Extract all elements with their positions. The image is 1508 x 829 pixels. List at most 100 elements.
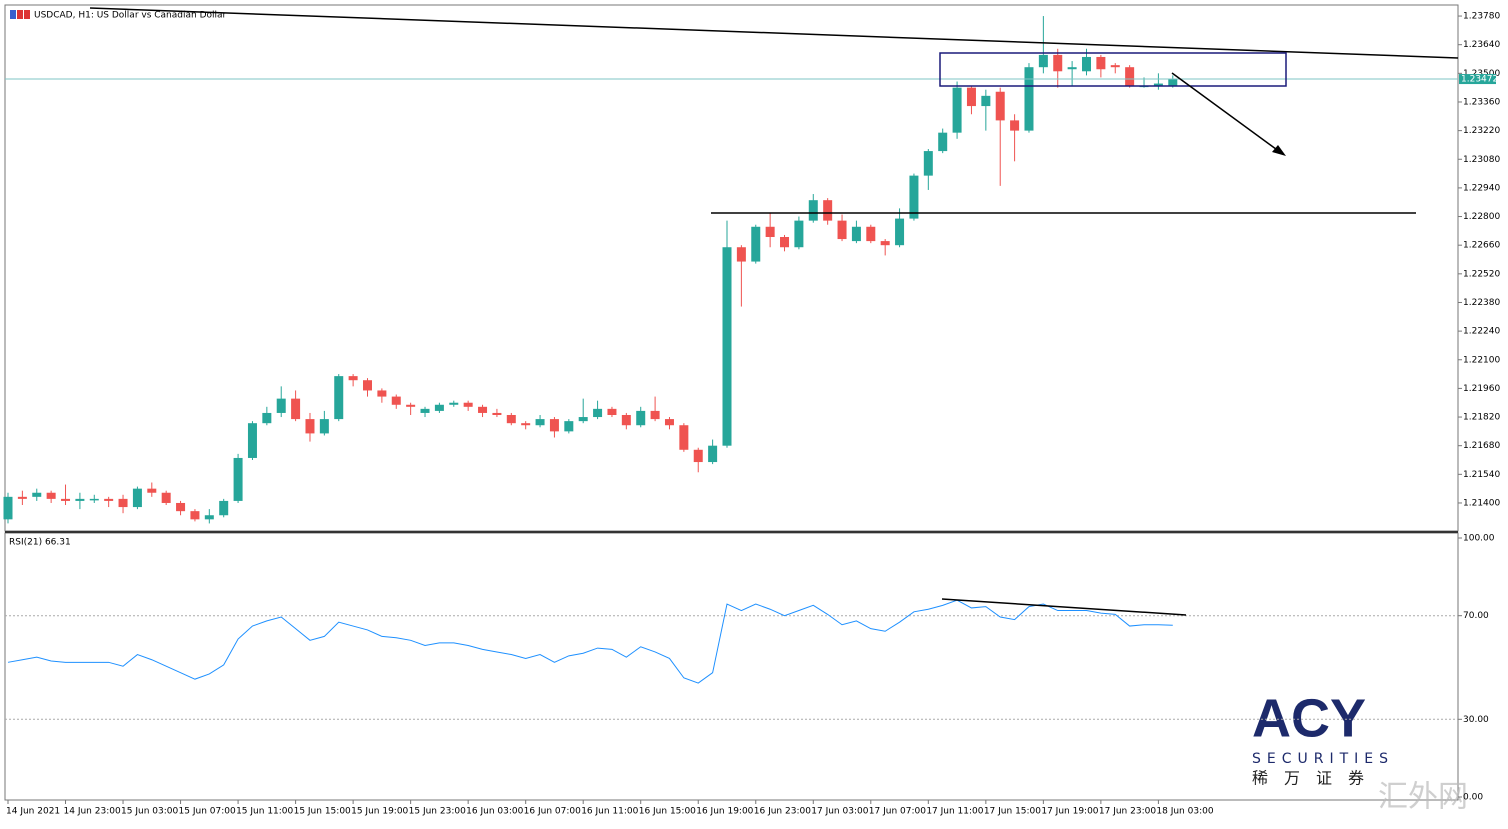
- y-tick-label: 1.22940: [1463, 183, 1500, 193]
- x-tick-label: 15 Jun 03:00: [121, 807, 178, 817]
- candle-body: [463, 402, 473, 407]
- candle-body: [521, 423, 531, 426]
- candle-body: [434, 404, 444, 411]
- watermark: 汇外网: [1378, 780, 1468, 815]
- y-tick-label: 30.00: [1463, 715, 1489, 725]
- plot: 1.23780 1.23640 1.23500 1.23360 1.23220 1.230…: [3, 12, 1500, 817]
- current-price-label: 1.23472: [1461, 75, 1498, 85]
- candle-body: [679, 425, 689, 450]
- chart-title: USDCAD, H1: US Dollar vs Canadian Dollar: [34, 11, 227, 21]
- candle-body: [17, 496, 27, 499]
- x-tick-label: 17 Jun 03:00: [811, 807, 868, 817]
- arrow: [1171, 72, 1281, 153]
- candle-body: [808, 200, 818, 221]
- y-tick-label: 0.00: [1463, 793, 1483, 803]
- x-tick-label: 15 Jun 23:00: [409, 807, 466, 817]
- x-tick-label: 16 Jun 15:00: [639, 807, 696, 817]
- y-tick-label: 1.23080: [1463, 155, 1500, 165]
- rsi-line: [7, 599, 1173, 684]
- candle-body: [952, 87, 962, 133]
- candle-body: [909, 175, 919, 219]
- candle-body: [837, 220, 847, 240]
- candle-body: [478, 406, 488, 413]
- candle-body: [276, 398, 286, 413]
- candle-body: [1038, 54, 1048, 68]
- x-tick-label: 14 Jun 23:00: [64, 807, 121, 817]
- candle-body: [751, 226, 761, 262]
- x-tick-label: 15 Jun 07:00: [179, 807, 236, 817]
- arrow-head: [1272, 145, 1286, 156]
- x-tick-label: 16 Jun 07:00: [524, 807, 581, 817]
- candle-body: [1024, 67, 1034, 131]
- x-tick-label: 16 Jun 03:00: [466, 807, 523, 817]
- candle-body: [880, 241, 890, 246]
- y-tick-label: 1.21820: [1463, 413, 1500, 423]
- candle-body: [147, 488, 157, 493]
- y-tick-label: 1.21960: [1463, 384, 1500, 394]
- candle-body: [1153, 83, 1163, 86]
- y-tick-label: 1.21680: [1463, 441, 1500, 451]
- candle-body: [823, 200, 833, 221]
- candle-body: [61, 498, 71, 501]
- candle-body: [176, 502, 186, 512]
- candle-body: [780, 237, 790, 248]
- candle-body: [1067, 67, 1077, 70]
- y-tick-label: 1.23500: [1463, 69, 1500, 79]
- candle-body: [621, 414, 631, 426]
- candle-body: [794, 220, 804, 248]
- candle-body: [449, 402, 459, 405]
- y-tick-label: 70.00: [1463, 611, 1489, 621]
- trend-line: [89, 7, 1459, 59]
- candle-body: [3, 496, 13, 520]
- x-tick-label: 17 Jun 15:00: [984, 807, 1041, 817]
- candle-body: [305, 419, 315, 434]
- candle-body: [1010, 120, 1020, 131]
- candle-body: [995, 91, 1005, 121]
- x-tick-label: 17 Jun 11:00: [926, 807, 983, 817]
- candle-body: [233, 457, 243, 501]
- x-tick-label: 15 Jun 19:00: [351, 807, 408, 817]
- logo-brand: ACY: [1252, 688, 1366, 748]
- candle-body: [693, 449, 703, 463]
- x-tick-label: 15 Jun 11:00: [236, 807, 293, 817]
- x-tick-label: 14 Jun 2021: [6, 807, 60, 817]
- candle-body: [708, 445, 718, 463]
- candle-body: [46, 492, 56, 499]
- candle-body: [334, 376, 344, 420]
- x-tick-label: 17 Jun 23:00: [1099, 807, 1156, 817]
- current-price-tag: [1459, 74, 1496, 85]
- candle-body: [219, 500, 229, 516]
- candle-body: [391, 396, 401, 405]
- candle-body: [492, 412, 502, 415]
- candle-body: [291, 398, 301, 420]
- candle-body: [607, 408, 617, 415]
- candle-body: [132, 488, 142, 508]
- candle-body: [549, 419, 559, 432]
- flag-icon: [10, 10, 16, 19]
- y-tick-label: 1.22380: [1463, 298, 1500, 308]
- candle-body: [664, 419, 674, 426]
- x-tick-label: 18 Jun 03:00: [1156, 807, 1213, 817]
- y-tick-label: 1.23780: [1463, 12, 1500, 22]
- y-tick-label: 1.23360: [1463, 97, 1500, 107]
- y-tick-label: 1.21540: [1463, 470, 1500, 480]
- candle-body: [1096, 56, 1106, 70]
- candle-body: [420, 408, 430, 413]
- logo-sub: SECURITIES: [1252, 751, 1394, 767]
- flag-icon: [24, 10, 30, 19]
- candle-body: [204, 515, 214, 520]
- y-tick-label: 1.23220: [1463, 126, 1500, 136]
- candle-body: [650, 410, 660, 420]
- candle-body: [1082, 56, 1091, 72]
- candle-body: [736, 247, 746, 262]
- candle-body: [593, 408, 603, 418]
- candle-body: [851, 226, 861, 242]
- x-tick-label: 15 Jun 15:00: [294, 807, 351, 817]
- candle-body: [636, 410, 646, 426]
- candle-body: [506, 414, 516, 424]
- candle-body: [895, 218, 905, 246]
- candle-body: [1168, 79, 1178, 86]
- candle-body: [348, 376, 358, 381]
